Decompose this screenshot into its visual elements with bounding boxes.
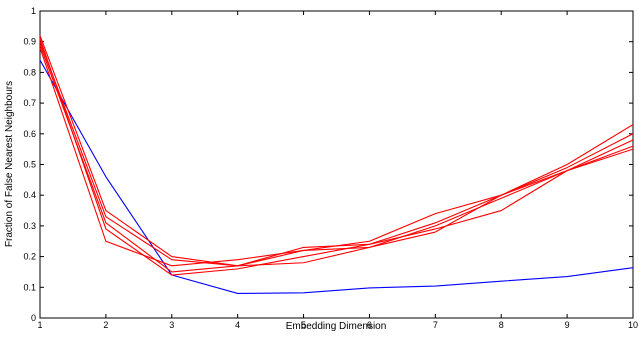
x-tick-label: 6 — [367, 320, 372, 330]
x-tick-label: 1 — [37, 320, 42, 330]
x-tick-label: 3 — [169, 320, 174, 330]
series-line-3 — [39, 41, 634, 267]
series-line-5 — [39, 38, 634, 276]
y-tick-label: 0.8 — [23, 67, 36, 77]
x-tick-label: 5 — [301, 320, 306, 330]
y-tick-label: 0 — [31, 313, 36, 323]
y-tick-label: 0.4 — [23, 190, 36, 200]
x-tick-label: 9 — [565, 320, 570, 330]
x-tick-label: 4 — [235, 320, 240, 330]
series-lines — [39, 35, 634, 294]
x-tick-label: 7 — [433, 320, 438, 330]
y-tick-label: 0.3 — [23, 221, 36, 231]
series-line-6 — [39, 47, 634, 267]
x-tick-label: 2 — [103, 320, 108, 330]
y-tick-label: 0.7 — [23, 98, 36, 108]
y-tick-label: 0.2 — [23, 252, 36, 262]
y-tick-label: 0.6 — [23, 129, 36, 139]
plot-area — [39, 10, 634, 319]
y-tick-label: 0.5 — [23, 160, 36, 170]
x-tick-label: 8 — [499, 320, 504, 330]
series-line-4 — [39, 44, 634, 273]
y-tick-label: 1 — [31, 6, 36, 16]
y-tick-label: 0.9 — [23, 37, 36, 47]
x-axis-ticks: 1 2 3 4 5 6 7 8 9 10 — [37, 11, 638, 330]
y-axis-label: Fraction of False Nearest Neighbours — [4, 81, 15, 247]
x-axis-label: Embedding Dimension — [286, 321, 387, 332]
y-axis-ticks: 0 0.1 0.2 0.3 0.4 0.5 0.6 0.7 0.8 0.9 1 — [23, 6, 633, 323]
y-tick-label: 0.1 — [23, 282, 36, 292]
series-line-1 — [39, 59, 634, 294]
x-tick-label: 10 — [628, 320, 638, 330]
